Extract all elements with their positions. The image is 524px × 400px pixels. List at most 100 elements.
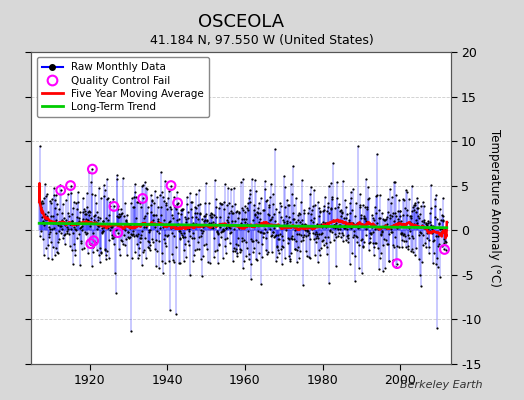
Point bbox=[191, 210, 199, 216]
Point bbox=[390, 234, 399, 240]
Point bbox=[428, 230, 436, 236]
Point bbox=[353, 239, 361, 246]
Point bbox=[216, 229, 225, 236]
Point bbox=[244, 228, 253, 234]
Point bbox=[401, 233, 410, 239]
Point bbox=[132, 194, 140, 200]
Point bbox=[286, 258, 294, 264]
Point bbox=[429, 238, 437, 244]
Point bbox=[99, 228, 107, 234]
Point bbox=[285, 213, 293, 220]
Point bbox=[59, 235, 67, 242]
Point bbox=[270, 234, 278, 240]
Point bbox=[140, 213, 149, 220]
Point bbox=[373, 150, 381, 157]
Point bbox=[200, 212, 208, 219]
Point bbox=[36, 142, 44, 149]
Point bbox=[158, 270, 167, 276]
Point bbox=[81, 211, 90, 218]
Point bbox=[59, 220, 67, 226]
Point bbox=[66, 221, 74, 228]
Point bbox=[278, 237, 287, 243]
Point bbox=[345, 216, 353, 223]
Point bbox=[118, 210, 126, 216]
Point bbox=[123, 212, 131, 218]
Point bbox=[359, 215, 368, 221]
Point bbox=[274, 236, 282, 242]
Point bbox=[85, 208, 93, 214]
Point bbox=[123, 220, 131, 226]
Point bbox=[204, 223, 212, 230]
Point bbox=[402, 186, 410, 193]
Point bbox=[365, 194, 373, 201]
Point bbox=[431, 214, 440, 220]
Point bbox=[351, 278, 359, 284]
Point bbox=[276, 224, 284, 230]
Point bbox=[172, 244, 180, 250]
Point bbox=[126, 222, 135, 228]
Point bbox=[441, 226, 449, 232]
Point bbox=[419, 199, 427, 206]
Point bbox=[325, 239, 334, 245]
Point bbox=[176, 235, 184, 241]
Point bbox=[44, 208, 52, 215]
Point bbox=[56, 182, 64, 188]
Point bbox=[257, 195, 266, 201]
Point bbox=[195, 187, 204, 193]
Point bbox=[282, 218, 291, 224]
Y-axis label: Temperature Anomaly (°C): Temperature Anomaly (°C) bbox=[488, 129, 501, 287]
Point bbox=[436, 273, 444, 280]
Point bbox=[359, 244, 367, 250]
Point bbox=[66, 243, 74, 249]
Point bbox=[316, 221, 325, 227]
Point bbox=[111, 221, 119, 228]
Point bbox=[422, 244, 430, 250]
Point bbox=[442, 227, 450, 234]
Point bbox=[57, 222, 66, 229]
Point bbox=[264, 211, 272, 218]
Point bbox=[167, 206, 175, 212]
Point bbox=[265, 211, 273, 218]
Point bbox=[145, 227, 154, 233]
Point bbox=[110, 240, 118, 247]
Point bbox=[439, 213, 447, 219]
Point bbox=[296, 211, 304, 218]
Point bbox=[187, 222, 195, 228]
Point bbox=[266, 194, 274, 200]
Point bbox=[321, 194, 329, 200]
Point bbox=[351, 252, 359, 259]
Point bbox=[179, 234, 187, 240]
Point bbox=[328, 196, 336, 202]
Point bbox=[259, 230, 268, 236]
Point bbox=[237, 247, 245, 253]
Point bbox=[141, 185, 150, 192]
Point bbox=[410, 220, 418, 227]
Point bbox=[206, 260, 214, 266]
Point bbox=[307, 184, 315, 190]
Point bbox=[192, 191, 201, 198]
Point bbox=[405, 196, 413, 202]
Point bbox=[254, 205, 263, 212]
Point bbox=[80, 206, 88, 212]
Point bbox=[277, 203, 285, 209]
Point bbox=[411, 252, 419, 258]
Point bbox=[372, 193, 380, 200]
Point bbox=[144, 238, 152, 244]
Point bbox=[245, 251, 254, 257]
Point bbox=[422, 235, 431, 241]
Point bbox=[326, 228, 334, 235]
Point bbox=[53, 201, 62, 207]
Point bbox=[216, 224, 224, 231]
Point bbox=[269, 229, 277, 235]
Point bbox=[339, 232, 347, 238]
Point bbox=[373, 220, 381, 226]
Point bbox=[431, 195, 439, 202]
Point bbox=[37, 201, 45, 207]
Point bbox=[129, 194, 138, 200]
Point bbox=[203, 259, 212, 265]
Point bbox=[158, 257, 166, 264]
Point bbox=[141, 235, 149, 242]
Point bbox=[258, 220, 266, 227]
Point bbox=[258, 234, 267, 240]
Point bbox=[205, 212, 214, 218]
